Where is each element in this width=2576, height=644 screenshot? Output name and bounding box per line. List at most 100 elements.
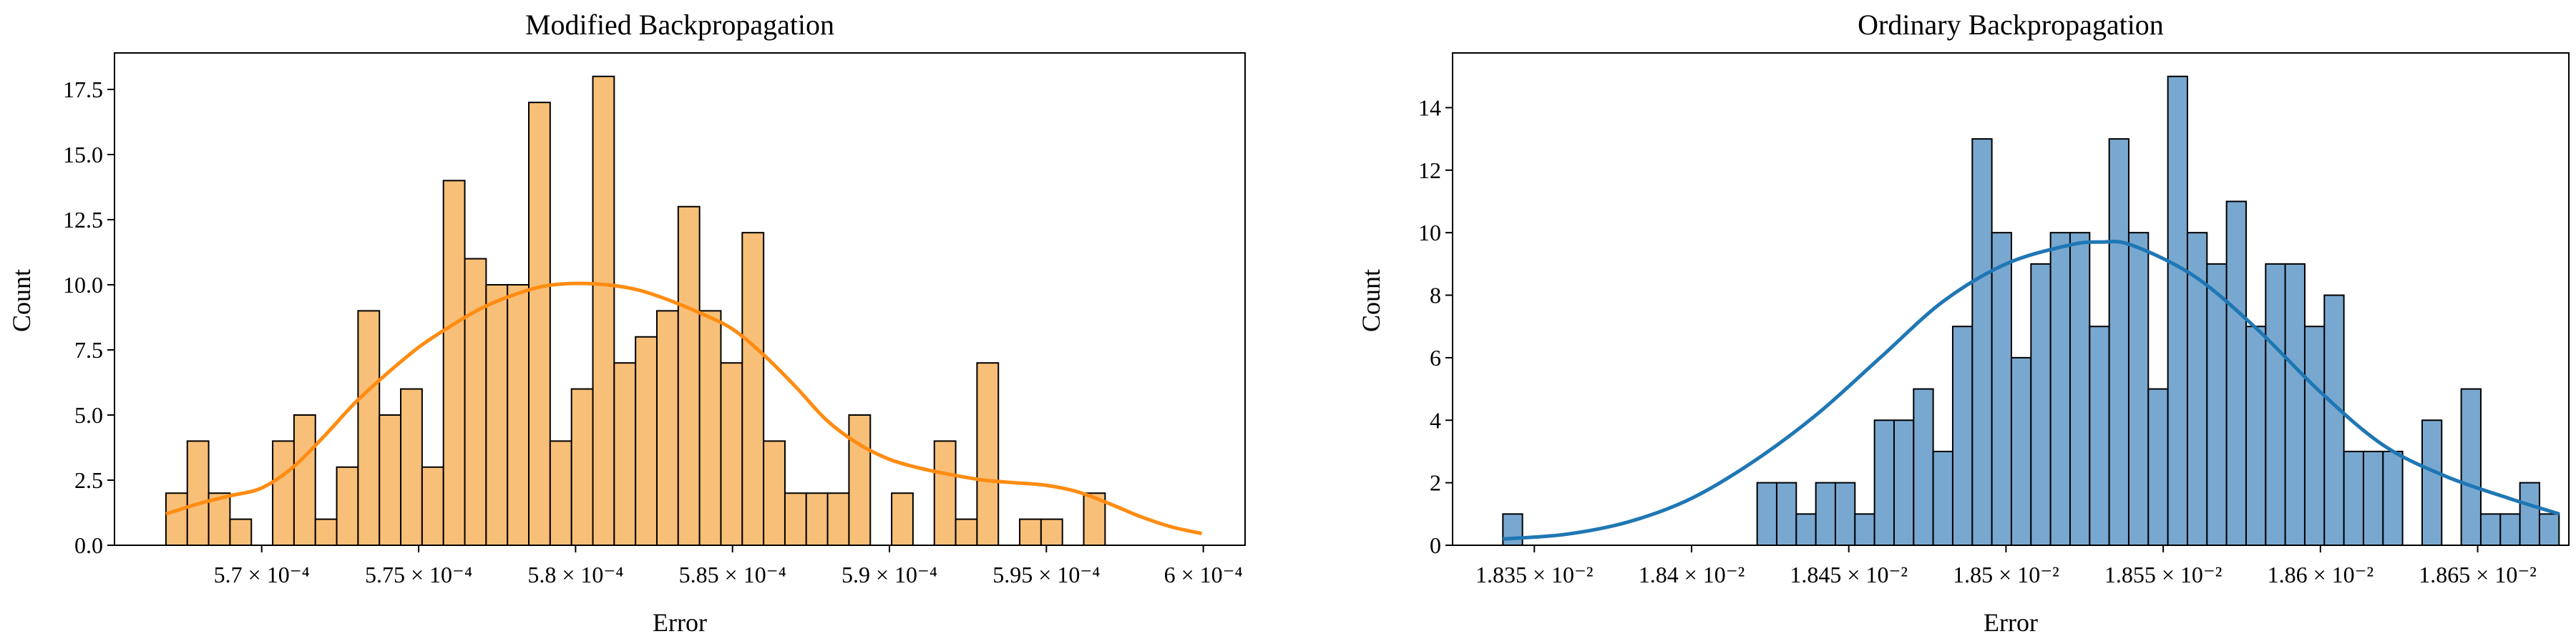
- y-axis-label: Count: [1357, 269, 1385, 332]
- histogram-bar: [1932, 450, 1953, 547]
- histogram-bar: [955, 518, 978, 546]
- histogram-bar: [379, 414, 402, 546]
- x-tick-label: 1.855 × 10⁻²: [2104, 562, 2223, 587]
- histogram-bar: [2167, 75, 2188, 546]
- histogram-bar: [1756, 482, 1777, 547]
- y-tick-label: 2: [1430, 470, 1441, 496]
- histogram-bar: [2225, 200, 2247, 546]
- histogram-bar: [1815, 482, 1836, 547]
- histogram-bar: [1873, 419, 1895, 547]
- y-tick-label: 12: [1418, 157, 1441, 183]
- histogram-bar: [2069, 232, 2091, 546]
- chart-title: Ordinary Backpropagation: [1858, 9, 2164, 41]
- histogram-bar: [1854, 513, 1875, 547]
- histogram-bar: [763, 440, 786, 547]
- histogram-bar: [336, 466, 359, 546]
- histogram-bar: [1795, 513, 1817, 547]
- histogram-bar: [186, 440, 210, 547]
- histogram-bar: [1951, 326, 1974, 546]
- histogram-bar: [655, 310, 679, 546]
- histogram-bar: [314, 518, 338, 546]
- y-tick-label: 5.0: [74, 402, 103, 428]
- histogram-bar: [1019, 518, 1042, 546]
- x-tick-label: 5.7 × 10⁻⁴: [214, 562, 310, 587]
- histogram-bar: [741, 232, 765, 546]
- histogram-bars: [1502, 75, 2560, 547]
- histogram-bar: [528, 102, 551, 547]
- histogram-bar: [805, 492, 829, 547]
- y-tick-label: 10.0: [63, 272, 103, 298]
- y-tick-label: 4: [1430, 407, 1441, 433]
- histogram-bar: [2323, 294, 2345, 546]
- y-tick-label: 15.0: [63, 142, 103, 167]
- histogram-bar: [570, 388, 594, 547]
- histogram-bar: [2499, 513, 2521, 547]
- histogram-bar: [2421, 419, 2443, 547]
- histogram-bar: [507, 283, 530, 546]
- histogram-bar: [2519, 482, 2540, 547]
- x-tick-label: 5.95 × 10⁻⁴: [992, 562, 1100, 587]
- y-tick-label: 0: [1430, 532, 1441, 558]
- histogram-bar: [613, 362, 637, 546]
- y-axis-ticks: 0.0 2.5 5.0 7.5 10.0 12.5 15.0 17.5: [63, 77, 114, 558]
- histogram-bar: [464, 258, 487, 546]
- histogram-bar: [891, 492, 914, 547]
- histogram-bar: [2108, 138, 2129, 546]
- histogram-bar: [592, 75, 615, 546]
- histogram-bar: [357, 310, 381, 546]
- x-axis-label: Error: [1984, 608, 2038, 637]
- histogram-bar: [784, 492, 807, 547]
- histogram-bar: [2382, 450, 2404, 547]
- histogram-bar: [421, 466, 444, 546]
- histogram-bars: [165, 75, 1106, 547]
- histogram-bar: [2245, 326, 2267, 546]
- histogram-bar: [2089, 326, 2110, 546]
- y-tick-label: 0.0: [74, 532, 103, 558]
- x-tick-label: 1.845 × 10⁻²: [1790, 562, 1908, 587]
- x-tick-label: 6 × 10⁻⁴: [1164, 562, 1243, 587]
- x-tick-label: 1.865 × 10⁻²: [2419, 562, 2537, 587]
- histogram-bar: [848, 414, 872, 546]
- histogram-bar: [165, 492, 188, 547]
- y-tick-label: 8: [1430, 283, 1441, 308]
- histogram-bar: [293, 414, 316, 546]
- histogram-bar: [635, 336, 658, 546]
- histogram-bar: [2030, 263, 2051, 546]
- histogram-bar: [2343, 450, 2364, 547]
- histogram-bar: [1893, 419, 1915, 547]
- histogram-bar: [2147, 388, 2169, 547]
- histogram-bar: [2127, 232, 2150, 546]
- histogram-bar: [549, 440, 572, 547]
- histogram-bar: [2538, 513, 2560, 547]
- y-tick-label: 10: [1418, 220, 1441, 245]
- y-tick-label: 2.5: [74, 467, 103, 493]
- y-axis-ticks: 0 2 4 6 8 10 12 14: [1418, 94, 1453, 558]
- histogram-bar: [229, 518, 253, 546]
- histogram-bar: [2010, 356, 2032, 546]
- y-tick-label: 7.5: [74, 337, 103, 363]
- histogram-bar: [2362, 450, 2384, 547]
- x-axis-ticks: 5.7 × 10⁻⁴ 5.75 × 10⁻⁴ 5.8 × 10⁻⁴ 5.85 × 10…: [214, 545, 1243, 587]
- histogram-bar: [485, 283, 509, 546]
- x-tick-label: 1.86 × 10⁻²: [2268, 562, 2374, 587]
- x-tick-label: 1.84 × 10⁻²: [1639, 562, 1745, 587]
- histogram-bar: [400, 388, 423, 547]
- x-tick-label: 5.8 × 10⁻⁴: [527, 562, 623, 587]
- x-tick-label: 1.835 × 10⁻²: [1475, 562, 1594, 587]
- histogram-bar: [826, 492, 850, 547]
- panel-modified-backpropagation: Modified Backpropagation 0.0 2.5 5.0 7.5 10.…: [7, 9, 1246, 637]
- panel-ordinary-backpropagation: Ordinary Backpropagation 0 2 4 6 8 10 12 14 1.8…: [1357, 9, 2570, 637]
- kde-curve: [1503, 239, 2560, 541]
- histogram-bar: [2303, 326, 2326, 546]
- x-axis-ticks: 1.835 × 10⁻² 1.84 × 10⁻² 1.845 × 10⁻² 1.85 …: [1475, 545, 2537, 587]
- x-tick-label: 1.85 × 10⁻²: [1953, 562, 2059, 587]
- histogram-bar: [698, 310, 722, 546]
- x-tick-label: 5.9 × 10⁻⁴: [841, 562, 937, 587]
- chart-title: Modified Backpropagation: [525, 9, 834, 41]
- histogram-bar: [2206, 263, 2228, 546]
- y-tick-label: 14: [1418, 94, 1441, 120]
- histogram-bar: [720, 362, 743, 546]
- histogram-bar: [976, 362, 1000, 546]
- histogram-bar: [677, 205, 701, 546]
